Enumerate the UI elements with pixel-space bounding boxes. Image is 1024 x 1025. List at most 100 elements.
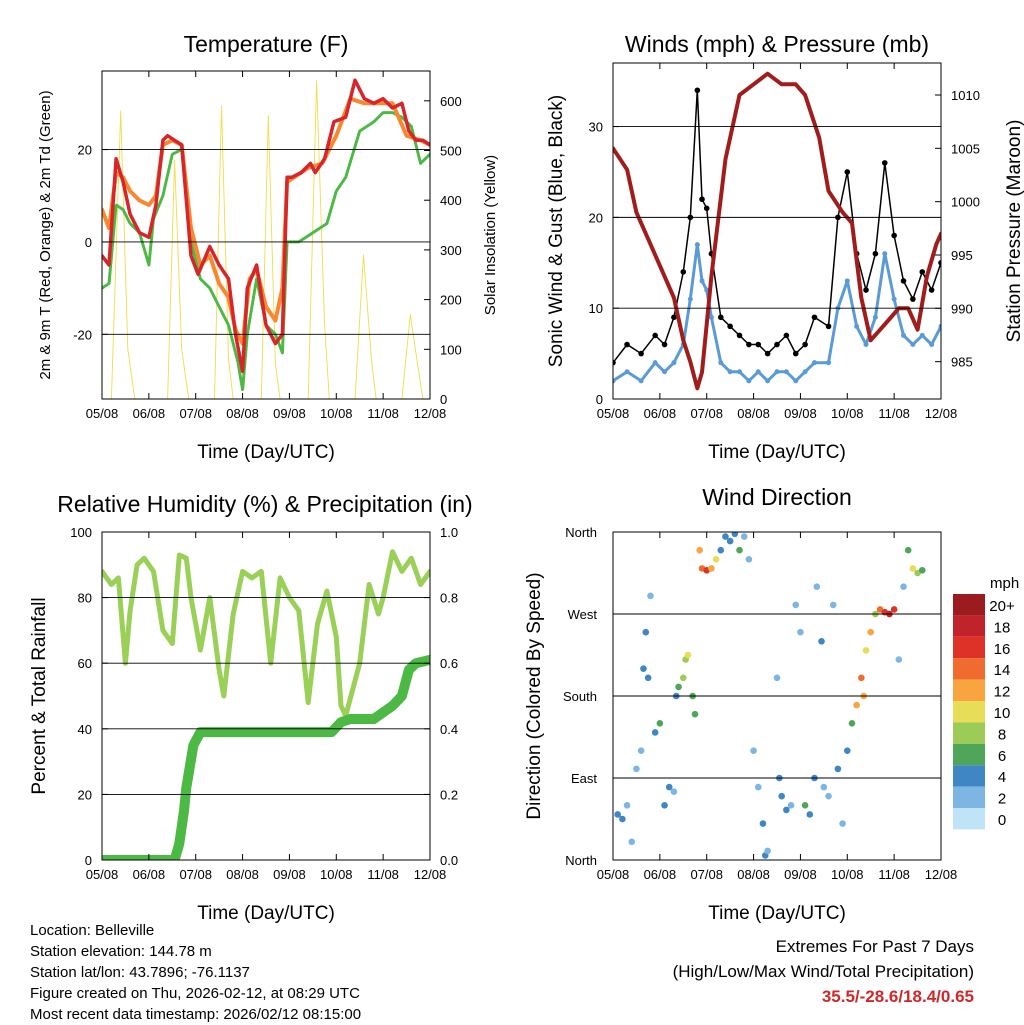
legend-swatch (953, 722, 985, 744)
direction-point (813, 583, 821, 590)
y-axis-label: Sonic Wind & Gust (Blue, Black) (546, 95, 567, 367)
x-tick-label: 09/08 (784, 867, 817, 882)
direction-point (783, 806, 790, 814)
series-station-pressure (613, 71, 941, 391)
direction-point (801, 802, 809, 809)
direction-point (661, 802, 668, 809)
legend-label: 8 (998, 726, 1006, 743)
y-tick-label: West (568, 607, 598, 622)
x-tick-label: 08/08 (226, 406, 259, 421)
direction-point (644, 674, 652, 682)
direction-point (684, 651, 692, 659)
wind-point (687, 296, 693, 302)
legend-label: 10 (994, 705, 1011, 722)
legend-label: 2 (998, 791, 1006, 808)
y-tick-label: North (565, 525, 597, 540)
wind-point (802, 369, 808, 375)
x-tick-label: 11/08 (367, 867, 399, 882)
direction-point (904, 546, 912, 554)
direction-point (750, 747, 757, 754)
extremes-panel: Extremes For Past 7 Days (High/Low/Max W… (673, 934, 974, 1009)
direction-point (890, 606, 898, 613)
direction-point (764, 847, 771, 855)
direction-point (670, 788, 678, 795)
wind-point (662, 369, 668, 375)
station-elevation: Station elevation: 144.78 m (30, 943, 212, 960)
direction-point (818, 638, 825, 645)
direction-point (619, 815, 626, 823)
legend-swatch (953, 701, 985, 723)
y-axis-label: 2m & 9m T (Red, Orange) & 2m Td (Green) (37, 90, 54, 379)
x-tick-label: 11/08 (878, 406, 910, 421)
legend-swatch (953, 594, 985, 616)
direction-point (900, 583, 907, 590)
y2-tick-label: 100 (440, 342, 462, 357)
y-tick-label: East (571, 771, 597, 786)
y-tick-label: South (563, 689, 597, 704)
wind-point (624, 369, 630, 375)
direction-point (787, 802, 795, 809)
direction-point (797, 628, 804, 636)
wind-point (826, 360, 832, 366)
direction-point (614, 811, 621, 818)
direction-point (708, 565, 715, 572)
x-tick-label: 10/08 (831, 406, 864, 421)
y-axis-label: Direction (Colored By Speed) (524, 572, 545, 819)
x-tick-label: 06/08 (644, 406, 677, 421)
x-tick-label: 07/08 (179, 867, 212, 882)
wind-point (938, 323, 941, 329)
plot-frame (612, 531, 942, 861)
y2-tick-label: 300 (440, 243, 462, 258)
plot-frame (101, 70, 431, 400)
x-tick-label: 12/08 (925, 867, 958, 882)
x-tick-label: 05/08 (86, 867, 119, 882)
direction-point (679, 674, 687, 682)
direction-point (773, 674, 781, 682)
direction-point (895, 656, 903, 663)
x-tick-label: 05/08 (597, 406, 630, 421)
x-tick-label: 05/08 (86, 406, 119, 421)
plot-frame (101, 531, 431, 861)
direction-point (675, 683, 682, 691)
y2-tick-label: 1005 (951, 141, 980, 156)
legend-title: mph (990, 575, 1019, 592)
y2-tick-label: 0.8 (440, 591, 458, 606)
plot-area (613, 71, 941, 391)
y2-tick-label: 600 (440, 94, 462, 109)
direction-point (623, 802, 631, 809)
wind-point (737, 369, 743, 375)
y-tick-label: 40 (78, 722, 92, 737)
wind-point (727, 369, 733, 375)
extremes-values: 35.5/-28.6/18.4/0.65 (821, 987, 974, 1006)
x-tick-label: 08/08 (737, 867, 770, 882)
x-tick-label: 09/08 (784, 406, 817, 421)
y2-axis-label: Solar Insolation (Yellow) (482, 155, 499, 315)
y2-tick-label: 990 (951, 301, 973, 316)
direction-point (628, 838, 636, 846)
wind-point (811, 360, 817, 366)
x-axis-label: Time (Day/UTC) (197, 442, 335, 463)
x-tick-label: 11/08 (878, 867, 910, 882)
direction-point (745, 556, 753, 563)
figure-created: Figure created on Thu, 2026-02-12, at 08… (30, 985, 360, 1002)
x-tick-label: 09/08 (273, 406, 306, 421)
series-gust (613, 89, 941, 364)
direction-point (633, 765, 640, 773)
y2-tick-label: 1010 (951, 88, 980, 103)
y2-tick-label: 200 (440, 293, 462, 308)
wind-point (910, 342, 916, 348)
direction-point (858, 674, 865, 682)
direction-point (867, 628, 875, 636)
x-tick-label: 07/08 (690, 406, 723, 421)
wind-point (708, 314, 714, 320)
y-tick-label: 20 (78, 143, 92, 158)
y2-tick-label: 985 (951, 355, 973, 370)
y2-axis-label: Station Pressure (Maroon) (1004, 120, 1024, 343)
direction-point (820, 783, 828, 791)
x-tick-label: 06/08 (133, 406, 166, 421)
wind-point (774, 369, 780, 375)
wind-point (652, 360, 658, 366)
wind-point (872, 314, 878, 320)
wind-point (863, 342, 869, 348)
y-tick-label: 20 (78, 787, 92, 802)
